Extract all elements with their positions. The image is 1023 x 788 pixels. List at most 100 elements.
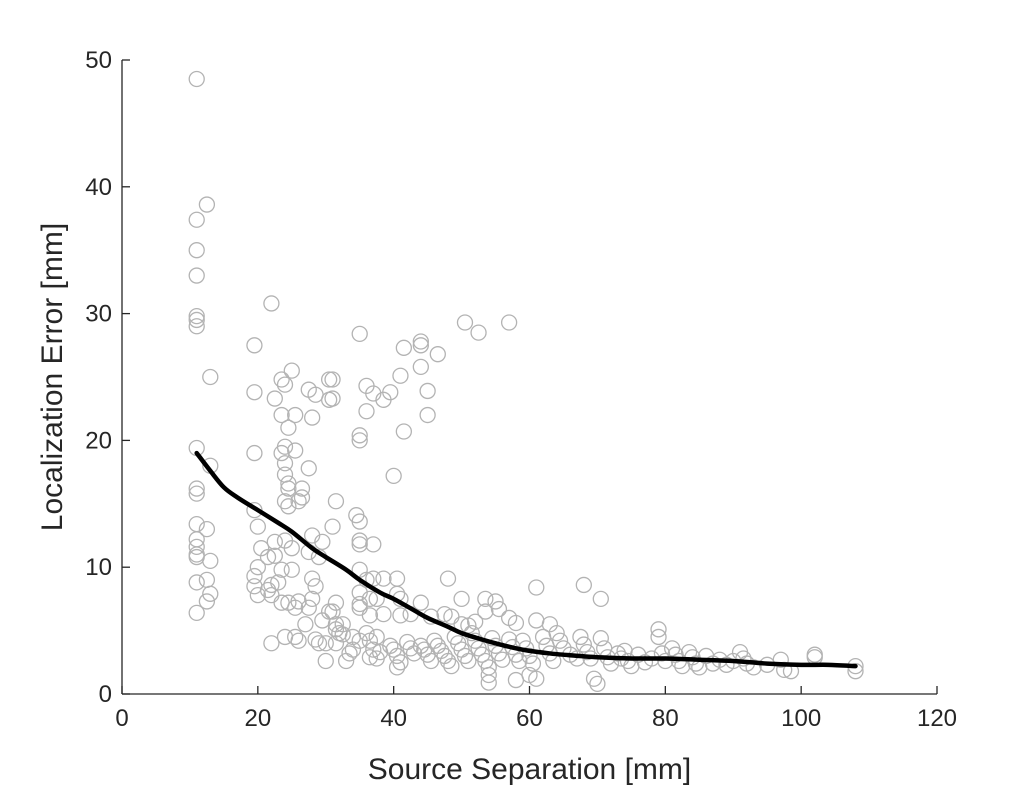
data-point	[188, 311, 205, 329]
data-point	[592, 630, 609, 647]
data-point	[500, 314, 518, 331]
data-point	[263, 295, 280, 312]
x-ticks: 0 20 40 60 80 100 120	[115, 686, 957, 732]
data-point	[507, 671, 525, 689]
data-point	[263, 586, 280, 604]
x-axis-label: Source Separation [mm]	[368, 753, 691, 786]
data-point	[287, 628, 304, 646]
data-point	[351, 532, 368, 549]
data-point	[188, 318, 205, 335]
data-point	[524, 655, 542, 672]
data-point	[280, 498, 297, 515]
data-point	[365, 641, 382, 658]
data-point	[276, 455, 294, 472]
data-point	[847, 663, 864, 680]
y-tick-label: 20	[85, 427, 112, 454]
data-point	[246, 384, 263, 401]
trend-line	[194, 450, 858, 669]
data-point	[263, 576, 280, 594]
data-point	[273, 561, 290, 578]
data-point	[273, 406, 290, 424]
x-tick-label: 100	[781, 705, 821, 732]
data-point	[575, 576, 592, 594]
data-point	[426, 632, 443, 649]
data-point	[293, 489, 311, 506]
data-point	[375, 570, 392, 587]
data-point	[361, 607, 379, 624]
data-point	[290, 632, 307, 649]
axes	[121, 60, 937, 695]
data-point	[188, 267, 205, 284]
data-point	[246, 444, 263, 462]
x-tick-label: 80	[652, 705, 679, 732]
data-point	[412, 337, 429, 354]
data-point	[572, 628, 589, 646]
data-point	[361, 590, 379, 608]
data-point	[365, 536, 382, 553]
data-point	[368, 650, 385, 667]
data-point	[351, 536, 368, 553]
data-point	[392, 654, 409, 671]
data-point	[361, 649, 379, 666]
data-point	[453, 590, 470, 608]
data-point	[412, 333, 429, 350]
data-point	[433, 642, 450, 660]
data-point	[324, 390, 341, 407]
data-point	[412, 594, 429, 611]
data-point	[188, 485, 205, 502]
data-point	[467, 613, 484, 630]
data-point	[650, 628, 667, 646]
y-tick-label: 30	[85, 301, 112, 328]
x-tick-label: 120	[917, 705, 957, 732]
y-tick-label: 40	[85, 174, 112, 201]
data-point	[341, 645, 358, 662]
data-point	[358, 403, 375, 420]
data-point	[324, 371, 341, 388]
data-point	[351, 325, 368, 343]
data-point	[592, 590, 609, 608]
data-point	[480, 674, 497, 691]
data-point	[456, 314, 474, 331]
data-point	[188, 70, 205, 88]
scatter-points	[188, 70, 864, 693]
data-point	[188, 480, 205, 497]
data-point	[259, 548, 277, 566]
data-point	[351, 513, 368, 530]
data-point	[249, 586, 266, 604]
data-point	[300, 381, 317, 398]
data-point	[287, 406, 304, 424]
data-point	[416, 641, 433, 658]
data-point	[300, 460, 317, 477]
data-point	[487, 593, 504, 610]
data-point	[735, 650, 752, 667]
data-point	[324, 603, 341, 620]
data-point	[188, 307, 205, 325]
data-point	[596, 640, 613, 657]
data-point	[436, 605, 453, 623]
data-point	[382, 384, 399, 401]
data-point	[534, 628, 552, 646]
x-tick-label: 0	[115, 705, 128, 732]
data-point	[266, 390, 283, 407]
data-point	[500, 609, 518, 627]
data-point	[202, 368, 219, 386]
data-point	[358, 624, 375, 642]
data-point	[548, 624, 565, 642]
x-tick-label: 60	[516, 705, 543, 732]
data-point	[429, 637, 446, 654]
data-point	[266, 547, 283, 564]
data-point	[385, 467, 402, 485]
data-point	[202, 552, 219, 570]
data-point	[392, 607, 409, 624]
data-point	[314, 533, 331, 550]
data-point	[273, 594, 290, 611]
data-point	[388, 659, 406, 676]
data-point	[653, 645, 671, 662]
data-point	[273, 444, 290, 462]
y-tick-label: 50	[85, 47, 112, 74]
data-point	[351, 432, 368, 449]
data-point	[293, 480, 311, 497]
data-point	[402, 640, 419, 657]
data-point	[202, 585, 219, 602]
